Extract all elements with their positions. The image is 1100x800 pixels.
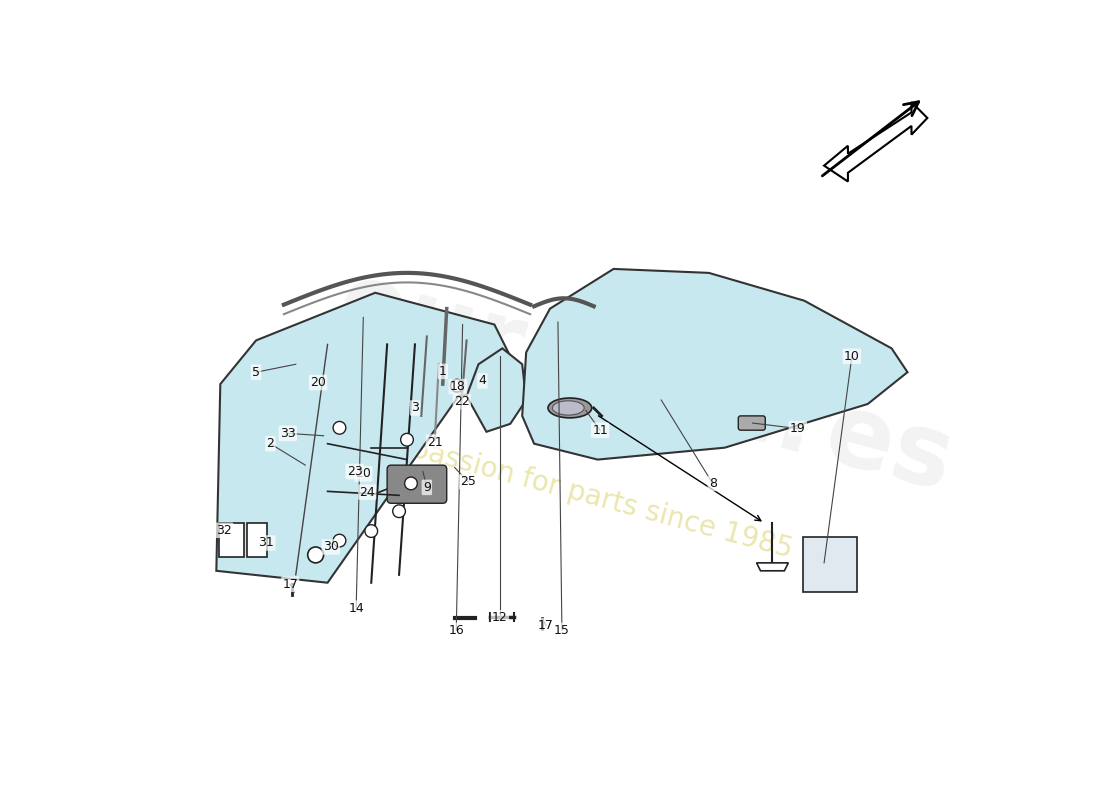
Text: 20: 20 — [355, 467, 371, 480]
Text: 9: 9 — [422, 481, 431, 494]
Circle shape — [333, 422, 345, 434]
PathPatch shape — [522, 269, 908, 459]
FancyBboxPatch shape — [246, 523, 267, 557]
Text: 33: 33 — [280, 427, 296, 440]
Circle shape — [400, 434, 414, 446]
Text: 18: 18 — [450, 380, 465, 393]
Circle shape — [393, 505, 406, 518]
Text: 25: 25 — [460, 475, 476, 488]
Text: 24: 24 — [360, 486, 375, 498]
Text: 4: 4 — [478, 374, 486, 387]
PathPatch shape — [466, 348, 526, 432]
Circle shape — [365, 525, 377, 538]
Text: 17: 17 — [283, 578, 298, 591]
Text: 8: 8 — [708, 477, 717, 490]
Circle shape — [333, 534, 345, 547]
Text: eurospares: eurospares — [328, 255, 964, 513]
Text: a passion for parts since 1985: a passion for parts since 1985 — [384, 427, 796, 563]
Circle shape — [405, 477, 417, 490]
Text: 23: 23 — [346, 465, 362, 478]
FancyBboxPatch shape — [219, 523, 244, 557]
Text: 16: 16 — [449, 624, 464, 637]
Text: 11: 11 — [592, 424, 608, 437]
Text: 20: 20 — [310, 376, 326, 389]
Text: 1: 1 — [439, 365, 447, 378]
FancyBboxPatch shape — [803, 538, 858, 592]
Circle shape — [308, 547, 323, 563]
Circle shape — [451, 379, 463, 392]
Text: 12: 12 — [492, 611, 508, 624]
Text: 14: 14 — [349, 602, 365, 614]
FancyBboxPatch shape — [387, 465, 447, 503]
Ellipse shape — [548, 398, 592, 418]
Text: 10: 10 — [844, 350, 860, 363]
Text: 3: 3 — [411, 402, 419, 414]
Text: 17: 17 — [538, 619, 554, 632]
Text: 30: 30 — [322, 541, 339, 554]
Text: 15: 15 — [553, 624, 569, 637]
Text: 21: 21 — [427, 436, 442, 449]
Text: 19: 19 — [790, 422, 805, 435]
Text: 31: 31 — [258, 537, 274, 550]
Polygon shape — [757, 563, 789, 571]
Text: 2: 2 — [266, 437, 274, 450]
PathPatch shape — [217, 293, 515, 582]
Ellipse shape — [552, 401, 584, 415]
Text: 22: 22 — [454, 395, 470, 408]
Text: 5: 5 — [252, 366, 260, 378]
FancyBboxPatch shape — [738, 416, 766, 430]
Text: 32: 32 — [217, 524, 232, 537]
